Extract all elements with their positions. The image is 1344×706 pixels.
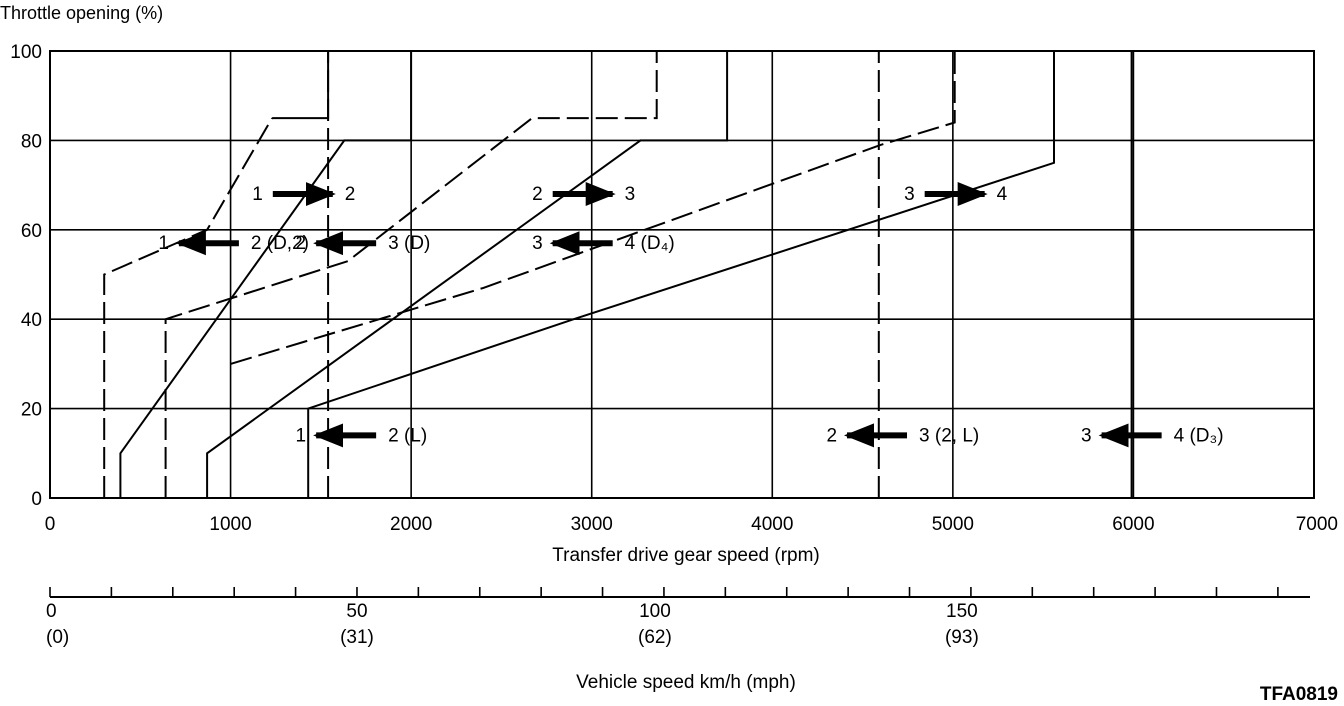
shift-annotation-3: 2 3 (D): [296, 231, 430, 256]
shift-from-label: 2: [296, 233, 307, 254]
y-tick-labels: 0 20 40 60 80 100: [10, 42, 42, 510]
y-tick-label: 0: [31, 489, 42, 510]
vehicle-speed-mph-label: (93): [945, 627, 979, 648]
shift-annotation-2: 1 2 (D,2): [158, 231, 309, 256]
x-tick-label: 3000: [571, 514, 613, 535]
x-tick-label: 7000: [1296, 514, 1338, 535]
shift-annotations: 1 21 2 (D,2)2 3 (D)2 33 4 (D₄)3 41 2 (L) 2 3 (2, …: [158, 182, 1224, 448]
shift-to-label: 4 (D₄): [625, 233, 675, 254]
vehicle-speed-mph-label: (0): [46, 627, 69, 648]
x-tick-label: 0: [45, 514, 56, 535]
vehicle-speed-kmh-label: 100: [639, 601, 671, 622]
shift-from-label: 1: [158, 233, 169, 254]
vehicle-speed-kmh-label: 0: [46, 601, 57, 622]
shift-to-label: 4 (D₃): [1174, 425, 1224, 446]
shift-line-5: [206, 51, 729, 498]
y-tick-label: 20: [21, 400, 42, 421]
shift-line-6: [230, 51, 956, 365]
shift-from-label: 1: [252, 184, 263, 205]
x-tick-label: 4000: [751, 514, 793, 535]
shift-to-label: 4: [997, 184, 1008, 205]
x-tick-label: 1000: [209, 514, 251, 535]
shift-to-label: 3: [625, 184, 636, 205]
shift-to-label: 3 (D): [388, 233, 430, 254]
vehicle-speed-kmh-label: 150: [946, 601, 978, 622]
vehicle-speed-label: Vehicle speed km/h (mph): [576, 672, 796, 693]
y-tick-label: 40: [21, 310, 42, 331]
y-tick-label: 60: [21, 221, 42, 242]
shift-from-label: 2: [532, 184, 543, 205]
plot-frame: [49, 50, 1315, 499]
shift-annotation-7: 1 2 (L): [296, 423, 427, 448]
shift-annotation-5: 3 4 (D₄): [532, 231, 675, 256]
shift-to-label: 3 (2, L): [919, 425, 979, 446]
shift-to-label: 2 (L): [388, 425, 427, 446]
shift-annotation-9: 3 4 (D₃): [1081, 423, 1224, 448]
shift-line-3: [119, 51, 413, 498]
x-tick-label: 6000: [1112, 514, 1154, 535]
x-tick-labels: 0 1000 2000 3000 4000 5000 6000 7000: [45, 514, 1338, 535]
y-axis-label: Throttle opening (%): [0, 3, 163, 23]
x-tick-label: 5000: [932, 514, 974, 535]
shift-annotation-8: 2 3 (2, L): [826, 423, 979, 448]
shift-line-2: [103, 117, 273, 498]
shift-line-1: [272, 51, 330, 120]
y-tick-label: 100: [10, 42, 42, 63]
vehicle-speed-kmh-label: 50: [346, 601, 367, 622]
grid: [49, 50, 1315, 499]
shift-to-label: 2: [345, 184, 356, 205]
figure-code: TFA0819: [1260, 684, 1338, 705]
shift-to-label: 2 (D,2): [251, 233, 309, 254]
shift-from-label: 3: [904, 184, 915, 205]
shift-line-7: [307, 51, 1055, 498]
shift-from-label: 2: [826, 425, 837, 446]
shift-line-4: [164, 51, 658, 498]
x-axis-label: Transfer drive gear speed (rpm): [552, 545, 820, 566]
vehicle-speed-mph-label: (62): [638, 627, 672, 648]
y-tick-label: 80: [21, 131, 42, 152]
shift-from-label: 3: [532, 233, 543, 254]
shift-from-label: 3: [1081, 425, 1092, 446]
vehicle-speed-mph-label: (31): [340, 627, 374, 648]
vehicle-speed-axis: 0 (0) 50 (31) 100 (62) 150 (93): [46, 587, 1310, 648]
x-tick-label: 2000: [390, 514, 432, 535]
shift-from-label: 1: [296, 425, 307, 446]
